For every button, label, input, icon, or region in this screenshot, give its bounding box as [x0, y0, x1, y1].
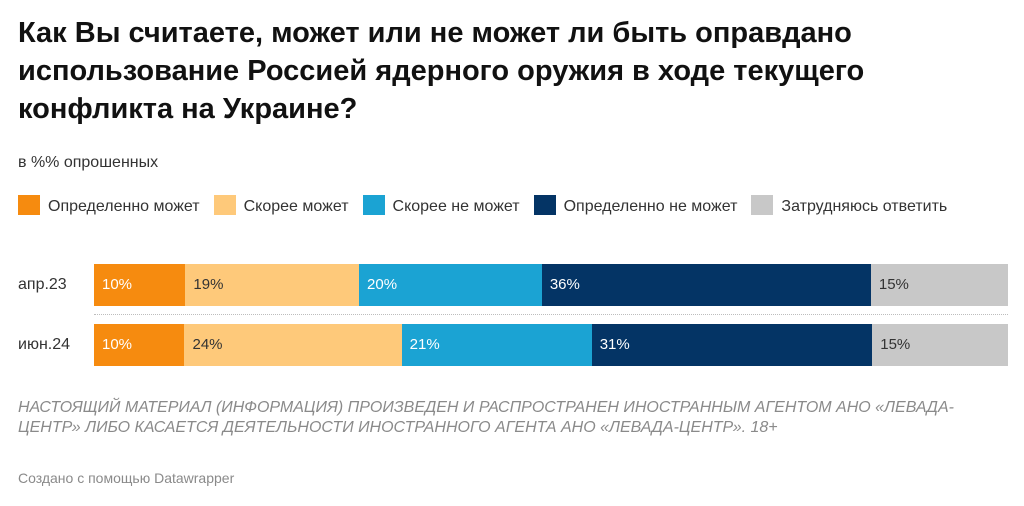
legend-item-2: Скорее не может	[362, 195, 520, 215]
bar-segment-0-2: 20%	[359, 264, 542, 306]
legend-swatch-1	[213, 195, 236, 215]
data-label-0-3: 36%	[549, 276, 580, 293]
bar-segment-0-1: 19%	[185, 264, 360, 306]
legend-item-0: Определенно может	[18, 195, 200, 215]
bar-segment-1-2: 21%	[401, 324, 592, 366]
legend-label-3: Определенно не может	[563, 198, 738, 215]
bar-segment-1-1: 24%	[184, 324, 402, 366]
legend-item-3: Определенно не может	[533, 195, 738, 215]
legend-swatch-2	[362, 195, 385, 215]
row-label-1: июн.24	[18, 336, 71, 353]
foreign-agent-note: НАСТОЯЩИЙ МАТЕРИАЛ (ИНФОРМАЦИЯ) ПРОИЗВЕД…	[18, 399, 954, 436]
chart-title: Как Вы считаете, может или не может ли б…	[18, 17, 865, 125]
bar-segment-1-4: 15%	[872, 324, 1008, 366]
data-label-0-1: 19%	[193, 276, 224, 293]
legend-swatch-4	[751, 195, 774, 215]
legend-swatch-3	[533, 195, 556, 215]
row-separator	[94, 314, 1008, 315]
data-label-1-1: 24%	[192, 336, 223, 353]
legend-label-4: Затрудняюсь ответить	[781, 198, 948, 215]
bar-segment-1-0: 10%	[94, 324, 185, 366]
bar-row-0: 10% 19% 20% 36% 15%	[94, 264, 1008, 306]
data-label-1-4: 15%	[880, 336, 911, 353]
bar-segment-0-4: 15%	[870, 264, 1008, 306]
legend-label-2: Скорее не может	[392, 198, 520, 215]
data-label-1-3: 31%	[599, 336, 630, 353]
legend-label-1: Скорее может	[243, 198, 349, 215]
legend: Определенно может Скорее может Скорее не м…	[18, 192, 1018, 222]
data-label-1-0: 10%	[102, 336, 133, 353]
bar-row-1: 10% 24% 21% 31% 15%	[94, 324, 1008, 366]
legend-item-4: Затрудняюсь ответить	[751, 195, 948, 215]
data-label-0-4: 15%	[878, 276, 909, 293]
data-label-0-0: 10%	[102, 276, 133, 293]
row-label-0: апр.23	[18, 276, 67, 293]
chart-subtitle: в %% опрошенных	[18, 154, 159, 171]
datawrapper-credit: Создано с помощью Datawrapper	[18, 470, 235, 486]
bar-segment-0-3: 36%	[541, 264, 871, 306]
data-label-1-2: 21%	[409, 336, 440, 353]
bar-segment-1-3: 31%	[591, 324, 873, 366]
bar-segment-0-0: 10%	[94, 264, 186, 306]
legend-label-0: Определенно может	[48, 198, 200, 215]
legend-item-1: Скорее может	[213, 195, 349, 215]
data-label-0-2: 20%	[367, 276, 398, 293]
legend-swatch-0	[18, 195, 40, 215]
